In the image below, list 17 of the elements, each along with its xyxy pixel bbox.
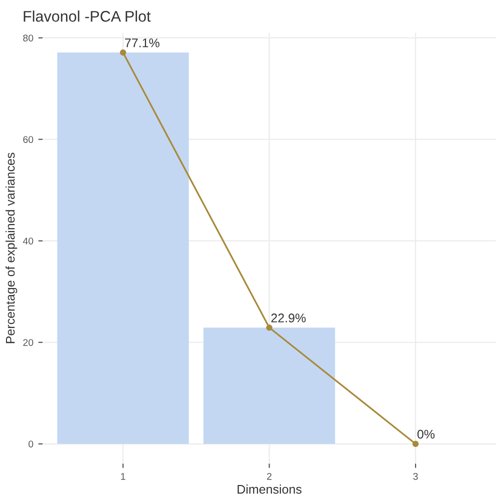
y-tick-label: 20: [23, 339, 34, 346]
data-label: 77.1%: [125, 38, 160, 48]
y-tick-label: 60: [23, 136, 34, 143]
point: [120, 49, 126, 56]
y-tick-label: 40: [22, 238, 34, 244]
x-tick-label: 2: [267, 472, 272, 480]
data-label: 22.9%: [271, 314, 306, 322]
y-tick-label: 0: [28, 440, 34, 448]
x-axis-title: Dimensions: [238, 484, 302, 494]
chart-title: Flavonol -PCA Plot: [24, 10, 151, 22]
x-tick-label: 3: [413, 472, 418, 480]
y-tick-label: 80: [23, 34, 34, 42]
point: [412, 440, 419, 448]
data-label: 0%: [417, 430, 435, 439]
y-axis-title: Percentage of explained variances: [6, 152, 18, 344]
point: [266, 324, 272, 331]
x-tick-label: 1: [121, 473, 126, 480]
